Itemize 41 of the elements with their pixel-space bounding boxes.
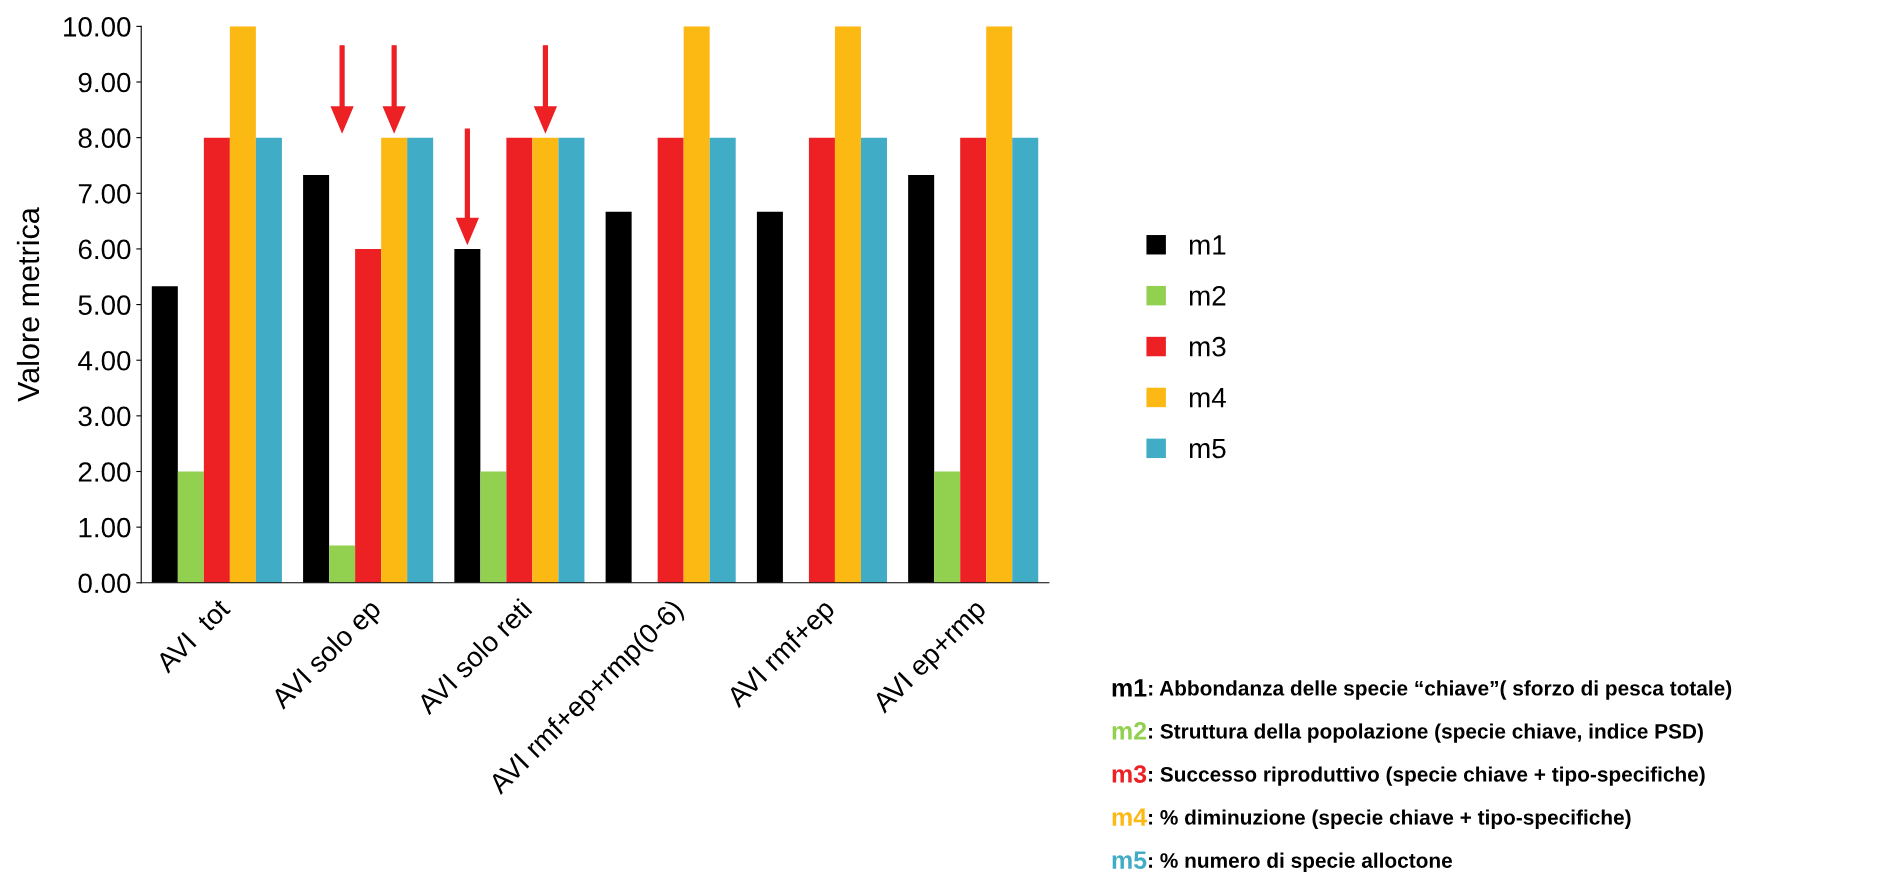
- bar: [657, 137, 684, 583]
- bar: [381, 137, 408, 583]
- y-tick-label: 7.00: [78, 183, 131, 204]
- y-tick-label: 4.00: [78, 350, 131, 371]
- bar: [177, 471, 204, 583]
- bar: [407, 137, 434, 583]
- bar: [203, 137, 230, 583]
- y-tick-label: 3.00: [78, 406, 131, 427]
- bar: [934, 471, 961, 583]
- y-tick-label: 2.00: [78, 462, 131, 482]
- bar: [255, 137, 282, 583]
- bar: [329, 545, 356, 583]
- y-tick-label: 9.00: [78, 72, 131, 93]
- legend-label: m4: [1189, 388, 1226, 408]
- legend-label: m5: [1189, 438, 1226, 459]
- bar: [808, 137, 835, 583]
- bar: [834, 26, 861, 583]
- bar: [709, 137, 736, 583]
- legend-label: m2: [1189, 285, 1226, 306]
- y-axis-title: Valore metrica: [16, 207, 40, 402]
- y-tick-label: 8.00: [78, 128, 131, 148]
- y-tick-label: 10.00: [64, 17, 131, 37]
- bar: [1012, 137, 1039, 583]
- y-tick-label: 1.00: [79, 517, 131, 538]
- bar: [532, 137, 559, 583]
- y-tick-label: 6.00: [78, 239, 131, 260]
- y-tick-label: 0.00: [78, 573, 131, 594]
- x-tick-label: AVI solo ep: [269, 597, 386, 714]
- bar: [860, 137, 887, 583]
- bar: [960, 137, 987, 583]
- bar: [986, 26, 1013, 583]
- legend-label: m1: [1189, 235, 1226, 255]
- bar: [558, 137, 585, 583]
- x-tick-label: AVI tot: [154, 597, 232, 675]
- bar: [506, 137, 533, 583]
- bar: [355, 248, 382, 583]
- bar: [683, 26, 710, 583]
- y-tick-label: 5.00: [78, 295, 131, 315]
- legend-label: m3: [1189, 336, 1226, 357]
- bar: [229, 26, 256, 583]
- bar: [480, 471, 507, 583]
